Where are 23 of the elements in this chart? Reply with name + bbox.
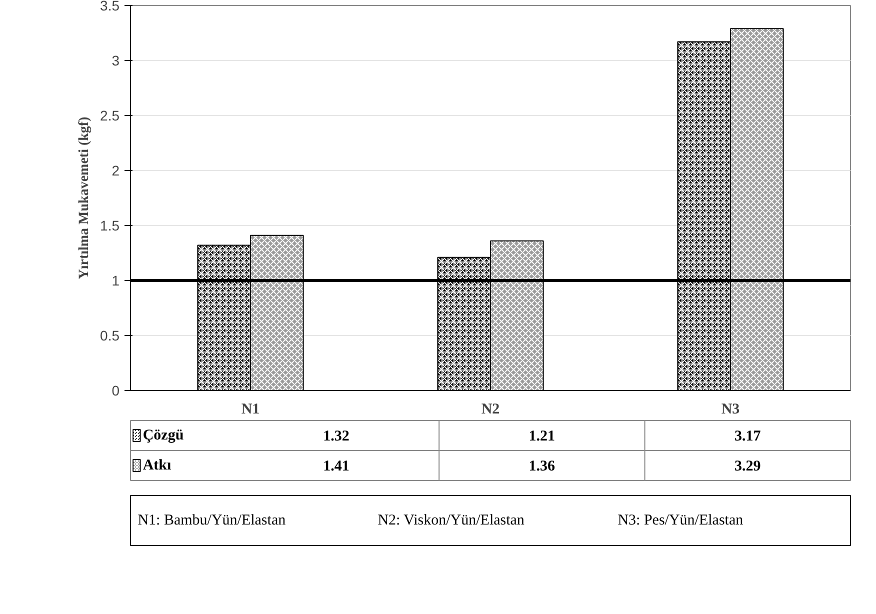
x-tick-label: N3 xyxy=(721,402,740,418)
x-tick-label: N1 xyxy=(241,402,260,418)
data-label: 3.17 xyxy=(734,428,762,444)
y-tick-label: 3 xyxy=(112,52,120,68)
x-tick-label: N2 xyxy=(481,402,500,418)
y-tick-label: 0.5 xyxy=(100,328,120,344)
y-axis-title: Yırtılma Mukavemeti (kgf) xyxy=(77,116,92,280)
data-label: 1.32 xyxy=(323,428,350,444)
y-tick-label: 1.5 xyxy=(100,218,120,234)
text: N1: Bambu/Yün/Elastan xyxy=(138,512,286,528)
data-label: 1.21 xyxy=(528,428,556,444)
y-tick-label: 2 xyxy=(112,162,120,178)
y-tick-label: 0 xyxy=(112,382,120,398)
text: N3: Pes/Yün/Elastan xyxy=(618,512,744,528)
data-label: 1.41 xyxy=(323,458,350,474)
y-tick-label: 2.5 xyxy=(100,108,120,124)
data-label: 1.36 xyxy=(528,458,556,474)
y-tick-label: 3.5 xyxy=(100,0,120,14)
y-tick-label: 1 xyxy=(112,272,120,288)
text: N2: Viskon/Yün/Elastan xyxy=(378,512,525,528)
legend-label: Atkı xyxy=(142,458,172,474)
legend-label: Çözgü xyxy=(142,428,184,444)
data-label: 3.29 xyxy=(734,458,761,474)
